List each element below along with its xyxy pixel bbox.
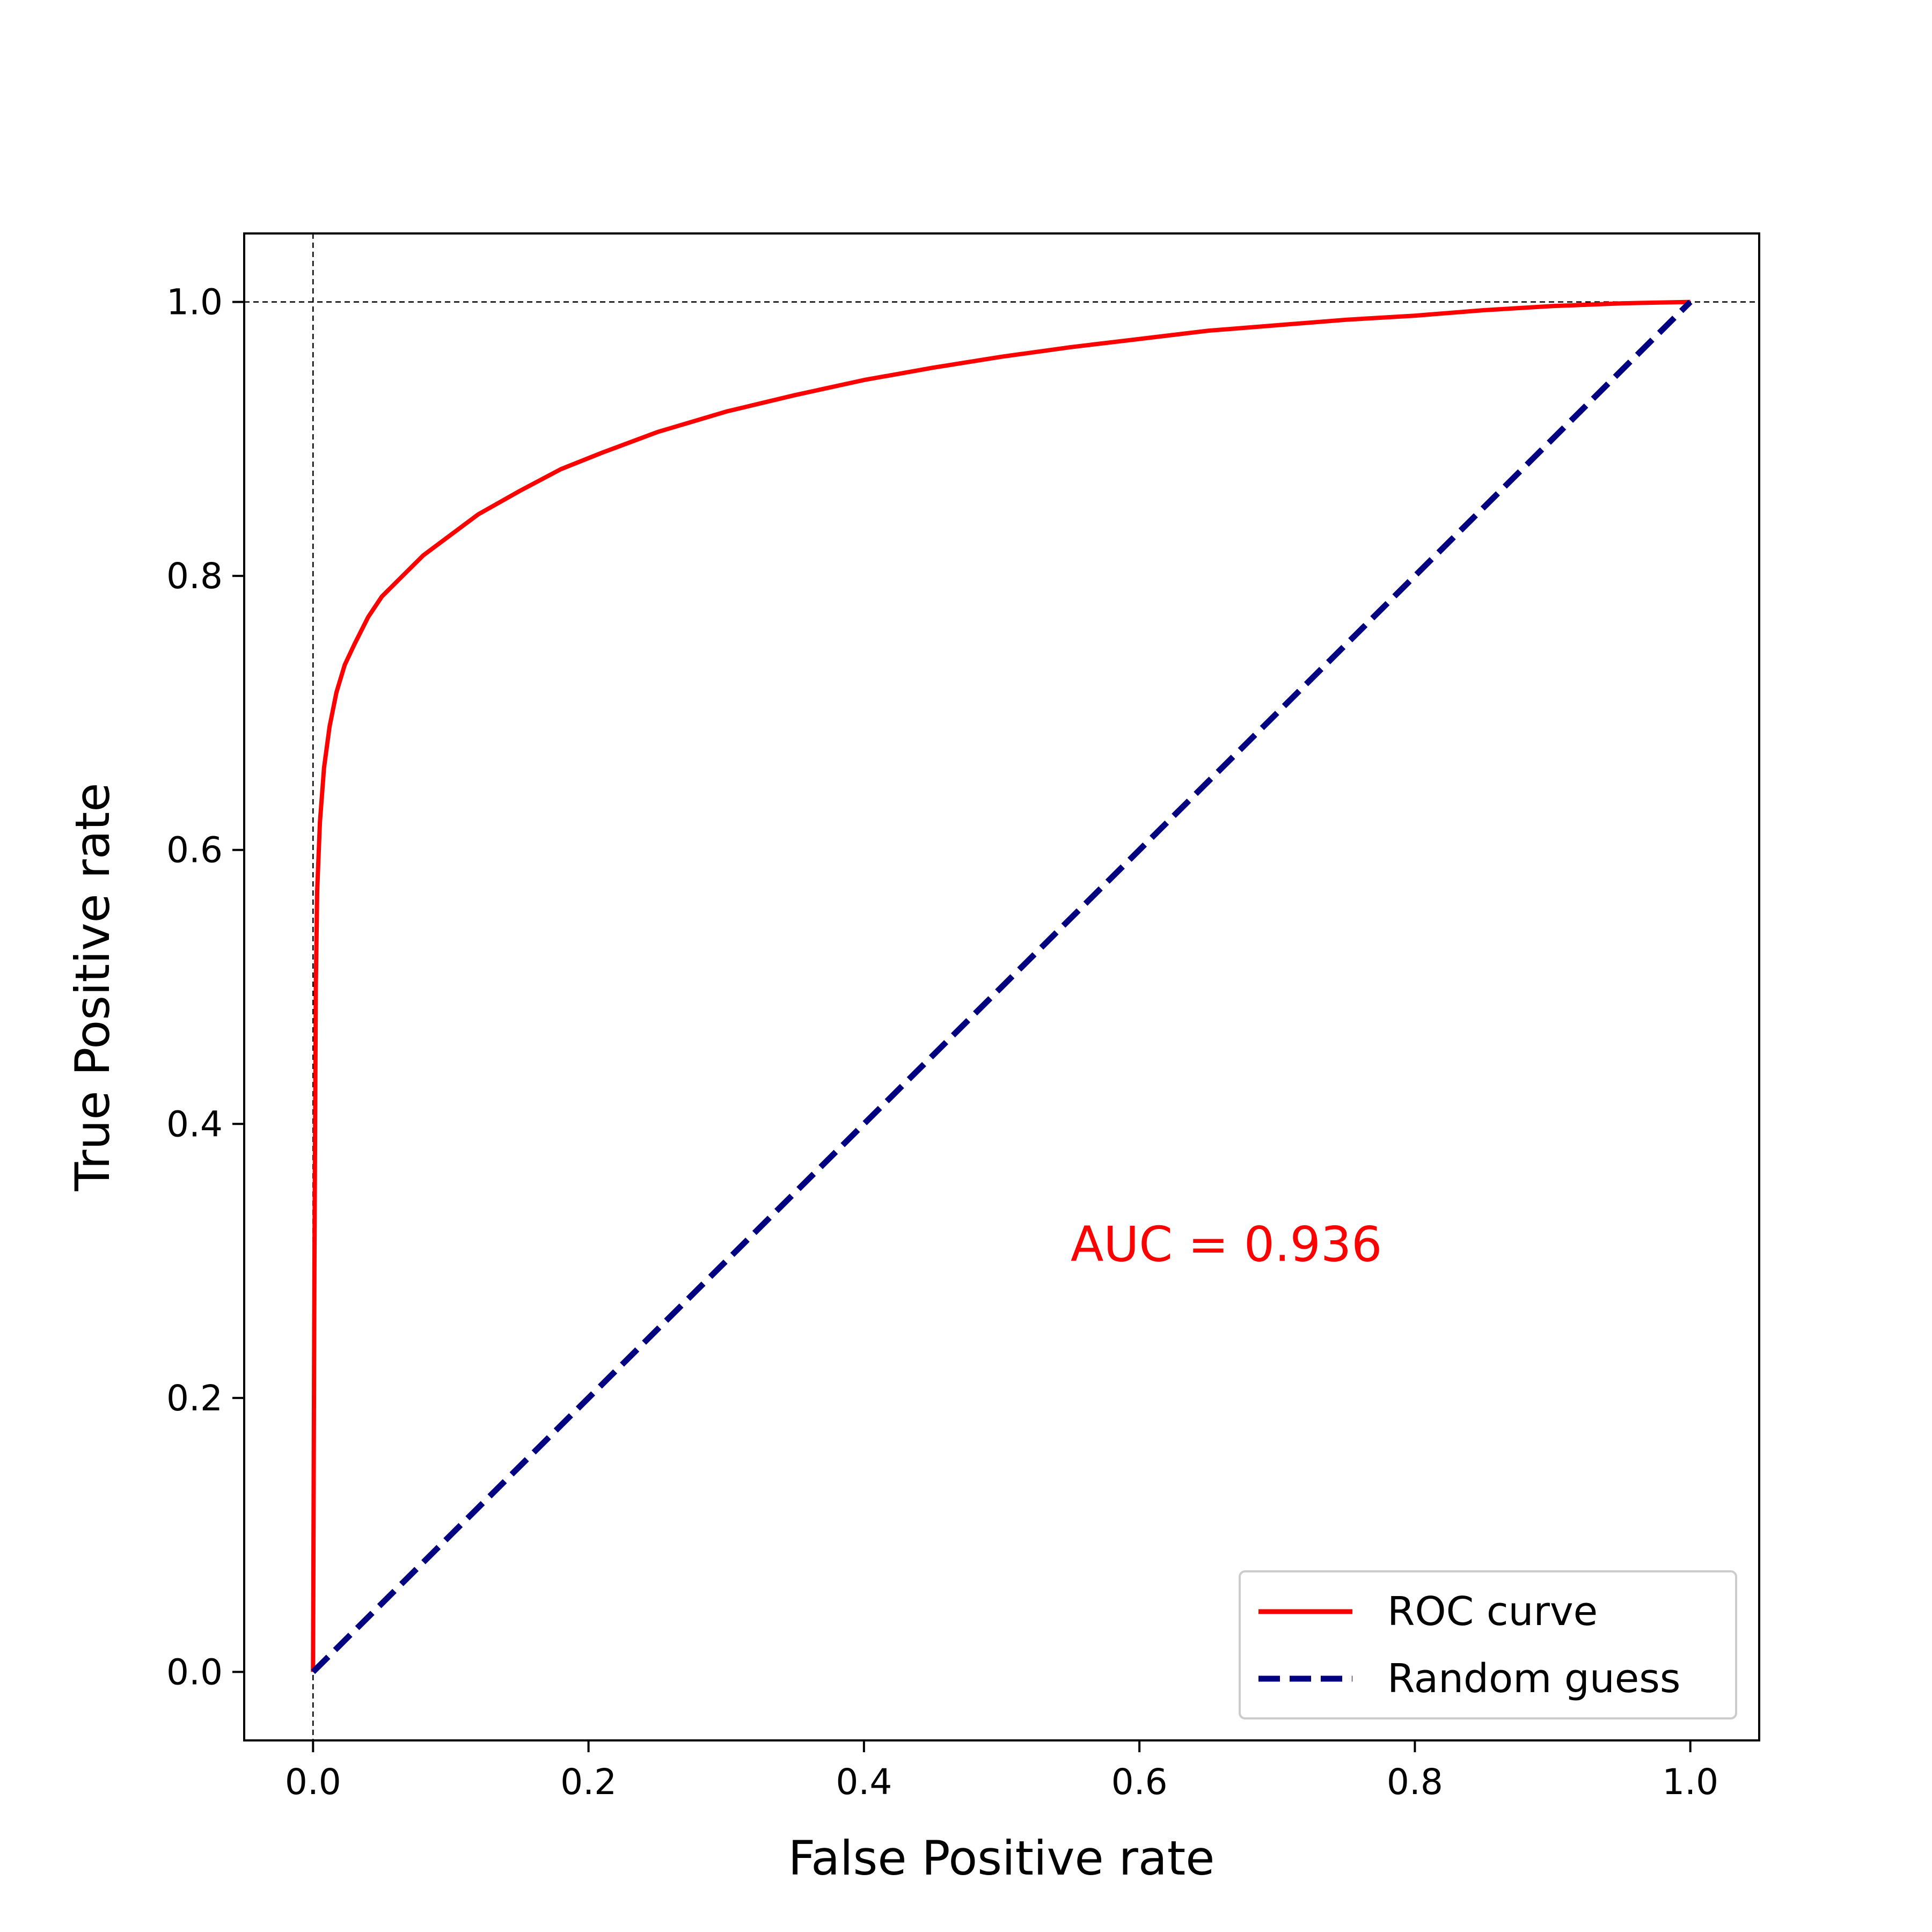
plot-frame [243, 232, 1760, 1741]
y-tick-label: 0.8 [166, 555, 223, 597]
legend-label-roc-curve: ROC curve [1387, 1589, 1598, 1635]
y-tick-label: 0.4 [166, 1103, 223, 1145]
y-axis-label: True Positive rate [65, 783, 120, 1192]
y-axis: 0.0 0.2 0.4 0.6 0.8 1.0 [166, 282, 244, 1693]
x-axis: 0.0 0.2 0.4 0.6 0.8 1.0 [285, 1740, 1718, 1803]
x-tick-label: 0.4 [836, 1761, 892, 1803]
x-tick-label: 0.8 [1387, 1761, 1443, 1803]
y-tick-label: 0.0 [166, 1651, 223, 1693]
y-tick-label: 0.6 [166, 830, 223, 871]
legend: ROC curve Random guess [1239, 1570, 1737, 1719]
series-line-random-guess [311, 299, 1693, 1674]
x-tick-label: 1.0 [1662, 1761, 1718, 1803]
auc-annotation: AUC = 0.936 [1071, 1217, 1382, 1273]
y-tick-label: 0.2 [166, 1378, 223, 1419]
x-axis-label: False Positive rate [788, 1831, 1215, 1886]
y-tick-label: 1.0 [166, 282, 223, 323]
x-tick-label: 0.2 [560, 1761, 617, 1803]
legend-box [1239, 1570, 1737, 1719]
x-tick-label: 0.6 [1111, 1761, 1168, 1803]
x-tick-label: 0.0 [285, 1761, 341, 1803]
series-line-roc-curve [311, 299, 1690, 1672]
legend-label-random-guess: Random guess [1387, 1656, 1680, 1702]
